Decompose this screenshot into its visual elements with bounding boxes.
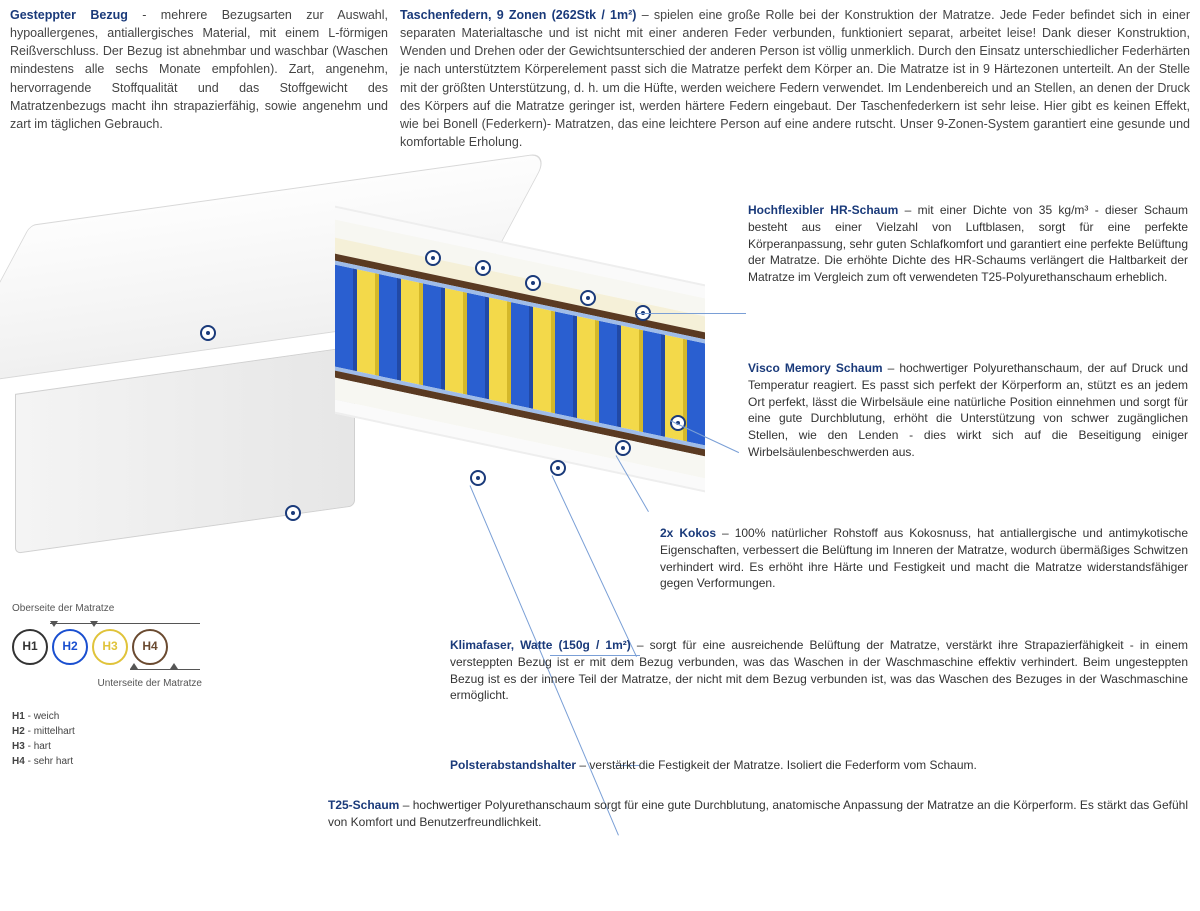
marker-klima-top xyxy=(525,275,541,291)
hardness-bottom-label: Unterseite der Matratze xyxy=(12,677,262,692)
callout-visco: Visco Memory Schaum – hochwertiger Polyu… xyxy=(748,360,1188,461)
text-polster: – verstärkt die Festigkeit der Matratze.… xyxy=(576,758,977,772)
text-springs: – spielen eine große Rolle bei der Konst… xyxy=(400,8,1190,149)
marker-t25 xyxy=(470,470,486,486)
hardness-h2: H2 xyxy=(52,629,88,665)
text-t25: – hochwertiger Polyurethanschaum sorgt f… xyxy=(328,798,1188,829)
callout-hr: Hochflexibler HR-Schaum – mit einer Dich… xyxy=(748,202,1188,286)
marker-polster xyxy=(615,440,631,456)
callout-polster: Polsterabstandshalter – verstärkt die Fe… xyxy=(450,757,1188,774)
mattress-illustration xyxy=(20,205,720,585)
marker-cover xyxy=(200,325,216,341)
title-kokos: 2x Kokos xyxy=(660,526,716,540)
title-klima: Klimafaser, Watte (150g / 1m²) xyxy=(450,638,631,652)
leader-line xyxy=(636,313,746,314)
title-cover: Gesteppter Bezug xyxy=(10,8,128,22)
callout-t25: T25-Schaum – hochwertiger Polyurethansch… xyxy=(328,797,1188,831)
callout-kokos: 2x Kokos – 100% natürlicher Rohstoff aus… xyxy=(660,525,1188,592)
section-springs: Taschenfedern, 9 Zonen (262Stk / 1m²) – … xyxy=(400,6,1190,151)
marker-bottom xyxy=(285,505,301,521)
title-hr: Hochflexibler HR-Schaum xyxy=(748,203,898,217)
section-cover: Gesteppter Bezug - mehrere Bezugsarten z… xyxy=(10,6,388,151)
hardness-legend: Oberseite der Matratze H1 H2 H3 H4 Unter… xyxy=(12,602,262,769)
marker-klima-bot xyxy=(550,460,566,476)
marker-kokos-top xyxy=(580,290,596,306)
arrow-bottom xyxy=(130,667,210,673)
callout-klima: Klimafaser, Watte (150g / 1m²) – sorgt f… xyxy=(450,637,1188,704)
title-springs: Taschenfedern, 9 Zonen (262Stk / 1m²) xyxy=(400,8,636,22)
hardness-text-legend: H1 - weich H2 - mittelhart H3 - hart H4 … xyxy=(12,709,262,769)
title-t25: T25-Schaum xyxy=(328,798,399,812)
arrow-top xyxy=(50,621,210,627)
text-cover: - mehrere Bezugsarten zur Auswahl, hypoa… xyxy=(10,8,388,131)
diagram: Hochflexibler HR-Schaum – mit einer Dich… xyxy=(0,205,1200,911)
hardness-top-label: Oberseite der Matratze xyxy=(12,602,262,617)
marker-visco xyxy=(475,260,491,276)
hardness-circles: H1 H2 H3 H4 xyxy=(12,629,262,665)
hardness-h1: H1 xyxy=(12,629,48,665)
title-visco: Visco Memory Schaum xyxy=(748,361,883,375)
hardness-h3: H3 xyxy=(92,629,128,665)
title-polster: Polsterabstandshalter xyxy=(450,758,576,772)
text-visco: – hochwertiger Polyurethanschaum, der au… xyxy=(748,361,1188,459)
hardness-h4: H4 xyxy=(132,629,168,665)
text-kokos: – 100% natürlicher Rohstoff aus Kokosnus… xyxy=(660,526,1188,590)
marker-hr xyxy=(425,250,441,266)
